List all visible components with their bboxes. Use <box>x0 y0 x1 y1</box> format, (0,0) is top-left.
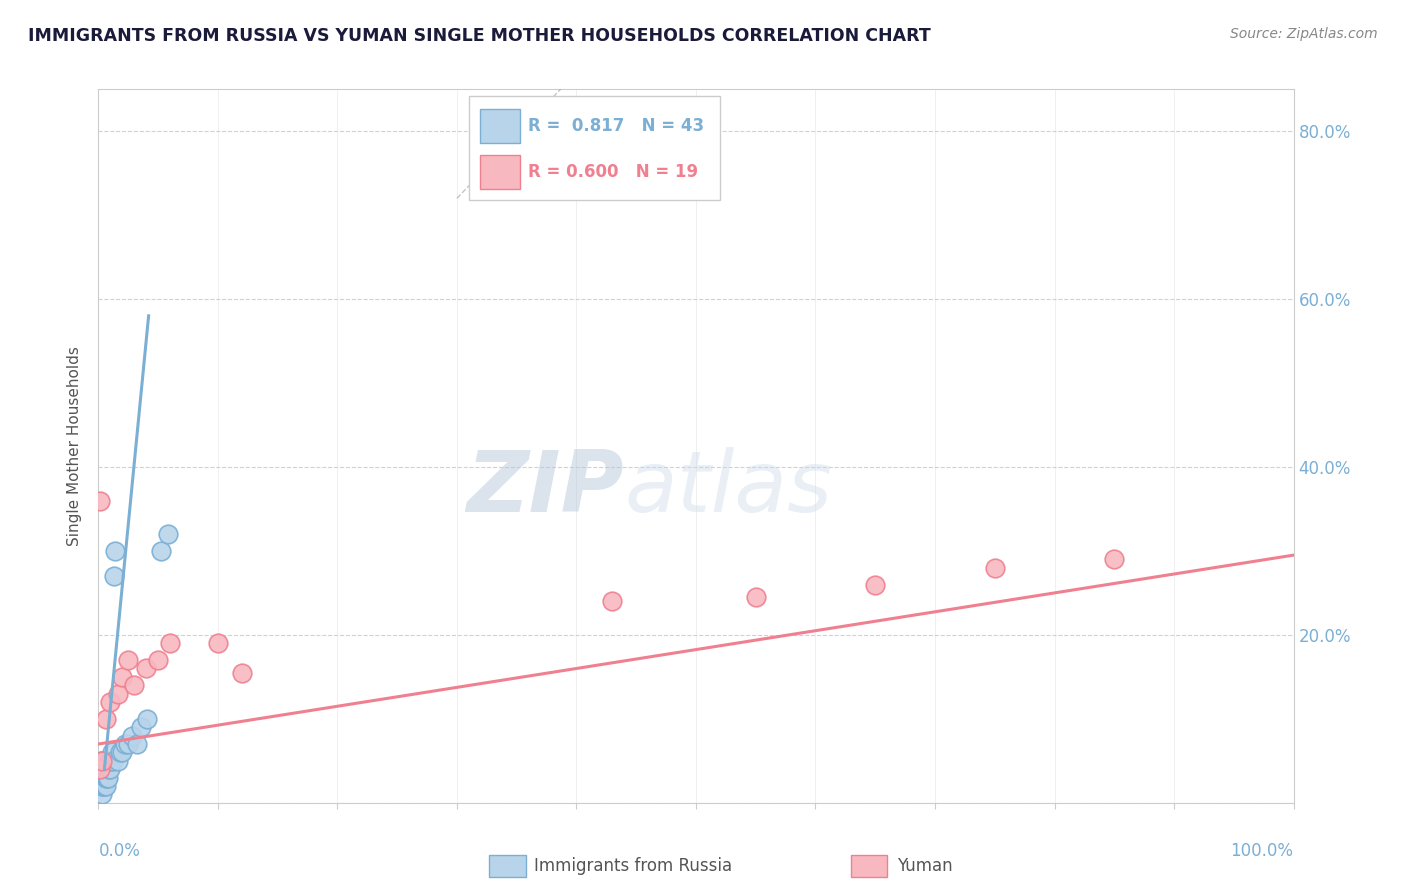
Point <box>90 771 112 785</box>
Text: 100.0%: 100.0% <box>1230 842 1294 860</box>
Point <box>93 762 115 776</box>
Point <box>89 762 111 776</box>
Point <box>98 762 121 776</box>
Point <box>125 737 148 751</box>
Text: atlas: atlas <box>624 447 832 531</box>
Text: 0.0%: 0.0% <box>98 842 141 860</box>
Point <box>148 653 170 667</box>
Point <box>98 695 122 709</box>
Point <box>94 779 117 793</box>
Point <box>124 678 146 692</box>
Point <box>111 670 134 684</box>
Point <box>91 779 114 793</box>
Point <box>121 729 143 743</box>
Point <box>89 779 111 793</box>
Point <box>91 779 114 793</box>
Point <box>94 712 117 726</box>
Point <box>1104 552 1126 566</box>
Point <box>156 527 179 541</box>
Point <box>117 653 139 667</box>
Point <box>96 771 118 785</box>
Text: IMMIGRANTS FROM RUSSIA VS YUMAN SINGLE MOTHER HOUSEHOLDS CORRELATION CHART: IMMIGRANTS FROM RUSSIA VS YUMAN SINGLE M… <box>28 27 931 45</box>
Point <box>101 754 124 768</box>
Point <box>91 771 114 785</box>
Point <box>149 544 172 558</box>
Text: ZIP: ZIP <box>467 447 624 531</box>
Point <box>136 712 159 726</box>
Point <box>114 737 136 751</box>
Point <box>91 762 114 776</box>
Point <box>98 762 122 776</box>
Point <box>89 762 111 776</box>
Text: Yuman: Yuman <box>897 857 953 875</box>
Point <box>103 569 125 583</box>
Point <box>90 754 112 768</box>
Point <box>135 661 157 675</box>
Point <box>91 762 114 776</box>
Point <box>131 720 153 734</box>
Point <box>108 746 131 760</box>
Point <box>94 771 117 785</box>
Point <box>91 788 114 802</box>
Point <box>107 754 129 768</box>
Point <box>91 754 114 768</box>
Point <box>96 762 118 776</box>
Point <box>111 746 134 760</box>
Text: Immigrants from Russia: Immigrants from Russia <box>534 857 733 875</box>
Point <box>745 590 768 604</box>
Point <box>984 560 1007 574</box>
Point <box>207 636 229 650</box>
Point <box>107 687 129 701</box>
Point <box>231 665 253 680</box>
Point <box>91 754 114 768</box>
Point <box>90 762 112 776</box>
Point <box>97 771 120 785</box>
Text: Source: ZipAtlas.com: Source: ZipAtlas.com <box>1230 27 1378 41</box>
Point <box>104 544 127 558</box>
Point <box>91 771 114 785</box>
Point <box>117 737 139 751</box>
Point <box>91 771 114 785</box>
Y-axis label: Single Mother Households: Single Mother Households <box>67 346 83 546</box>
Point <box>602 594 624 608</box>
Point <box>100 746 122 760</box>
Point <box>89 771 111 785</box>
Point <box>90 779 112 793</box>
Point <box>98 754 122 768</box>
Point <box>89 493 111 508</box>
Text: R =  0.817   N = 43: R = 0.817 N = 43 <box>529 117 704 135</box>
Text: R = 0.600   N = 19: R = 0.600 N = 19 <box>529 163 697 181</box>
Point <box>93 771 115 785</box>
Point <box>93 779 115 793</box>
Point <box>865 577 887 591</box>
Point <box>159 636 181 650</box>
Point <box>91 754 114 768</box>
